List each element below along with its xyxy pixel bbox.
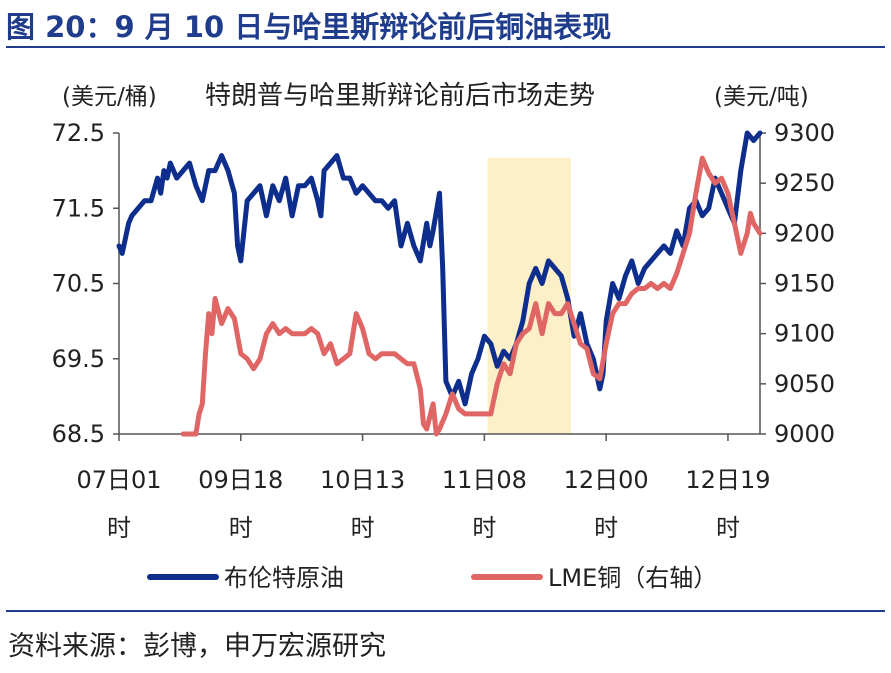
x-tick-label: 12日19 时 bbox=[685, 466, 770, 542]
source-note: 资料来源：彭博，申万宏源研究 bbox=[8, 631, 386, 662]
y-right-tick-label: 9050 bbox=[774, 370, 835, 398]
y-left-unit: (美元/桶) bbox=[62, 84, 157, 110]
y-right-tick-label: 9250 bbox=[774, 169, 835, 197]
x-tick-label: 11日08 时 bbox=[442, 466, 527, 542]
figure-title: 图 20：9 月 10 日与哈里斯辩论前后铜油表现 bbox=[6, 10, 612, 44]
legend: 布伦特原油 LME铜（右轴） bbox=[147, 564, 717, 592]
legend-brent-label: 布伦特原油 bbox=[224, 564, 344, 592]
x-tick-label: 09日18 时 bbox=[198, 466, 283, 542]
x-tick-label: 07日01 时 bbox=[76, 466, 161, 542]
y-right-tick-label: 9200 bbox=[774, 219, 835, 247]
title-divider bbox=[6, 46, 885, 48]
y-right-tick-label: 9000 bbox=[774, 420, 835, 448]
y-right-unit: (美元/吨) bbox=[714, 84, 809, 110]
bottom-divider bbox=[6, 610, 885, 612]
x-tick-label: 12日00 时 bbox=[564, 466, 649, 542]
y-left-tick-label: 68.5 bbox=[52, 420, 105, 448]
y-right-tick-label: 9100 bbox=[774, 320, 835, 348]
y-right-tick-label: 9300 bbox=[774, 119, 835, 147]
chart-canvas: (美元/桶) 特朗普与哈里斯辩论前后市场走势 (美元/吨) 72.5 71.5 70… bbox=[52, 81, 836, 592]
y-left-tick-label: 70.5 bbox=[52, 270, 105, 298]
series-lines bbox=[116, 130, 763, 437]
series-line-brent bbox=[116, 130, 763, 407]
y-left-tick-label: 71.5 bbox=[52, 194, 105, 222]
chart-title: 特朗普与哈里斯辩论前后市场走势 bbox=[205, 81, 595, 111]
x-tick-label: 10日13 时 bbox=[320, 466, 405, 542]
axes: 72.5 71.5 70.5 69.5 68.5 9300 9250 9200 9150 9100… bbox=[52, 119, 836, 542]
legend-copper-label: LME铜（右轴） bbox=[548, 564, 717, 592]
series-line-copper bbox=[180, 155, 763, 437]
y-left-tick-label: 72.5 bbox=[52, 119, 105, 147]
y-right-tick-label: 9150 bbox=[774, 270, 835, 298]
y-left-tick-label: 69.5 bbox=[52, 345, 105, 373]
